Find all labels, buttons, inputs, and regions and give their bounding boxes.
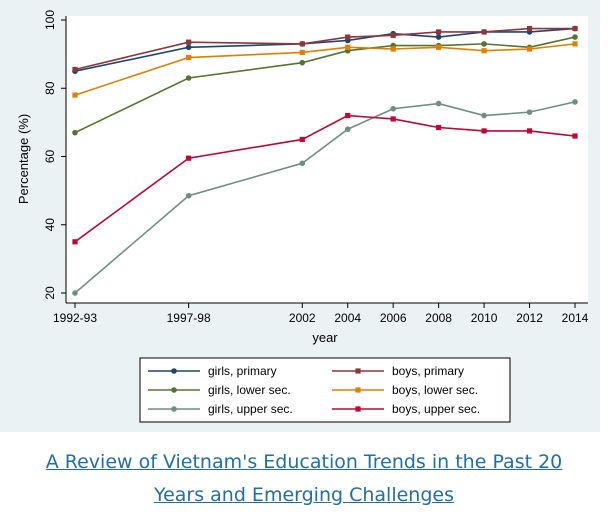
series-point [526,46,533,52]
series-point [572,133,578,139]
series-point [185,192,192,199]
series-point [345,112,351,119]
legend-swatch-marker [355,387,361,393]
series-point [436,124,442,131]
series-point [390,116,396,122]
legend-label: girls, upper sec. [208,402,293,416]
series-point [299,41,305,47]
series-point [186,155,192,161]
x-tick-label: 2002 [289,311,316,325]
x-tick-label: 1997-98 [167,311,211,325]
legend-swatch-marker [171,406,177,412]
series-point [390,32,396,38]
series-point [72,129,78,136]
series-point [481,41,487,47]
legend-label: boys, upper sec. [392,402,480,416]
series-point [435,100,442,107]
y-tick-label: 100 [43,10,57,30]
x-tick-label: 2008 [425,311,452,325]
article-title-link-line1[interactable]: A Review of Vietnam's Education Trends i… [45,451,563,473]
x-tick-label: 2014 [562,311,589,325]
series-point [185,44,192,51]
series-point [572,99,578,105]
x-tick-label: 1992-93 [53,311,97,325]
y-tick-label: 80 [43,81,57,95]
legend-swatch-marker [171,368,177,374]
series-point [299,136,305,143]
article-title-link-line2[interactable]: Years and Emerging Challenges [153,484,454,506]
series-point [344,126,351,132]
series-point [72,92,78,98]
legend-box [139,357,511,423]
series-point [572,25,578,32]
series-point [299,160,306,167]
series-point [435,34,442,40]
series-point [572,41,578,47]
y-axis-label: Percentage (%) [16,114,31,204]
series-point [526,109,533,115]
series-point [481,29,487,35]
series-point [436,29,442,35]
series-point [72,66,78,73]
series-point [572,34,578,40]
x-tick-label: 2006 [380,311,407,325]
y-tick-label: 20 [43,286,57,300]
legend-swatch-marker [171,387,177,393]
legend: girls, primary boys, primary girls, lower … [139,357,511,423]
line-chart: 20 40 60 80 100 1992-93 1997-98 2002 2004 2006 200… [16,10,589,423]
series-point [481,112,487,119]
y-tick-label: 60 [43,150,57,164]
plot-area [66,16,588,303]
series-point [436,44,442,50]
series-point [185,75,192,81]
x-tick-label: 2010 [471,311,498,325]
series-point [390,105,396,112]
legend-label: boys, lower sec. [392,383,478,397]
x-tick-label: 2012 [516,311,543,325]
legend-label: girls, lower sec. [208,383,291,397]
x-axis-label: year [312,330,338,345]
series-point [72,239,78,245]
legend-swatch-marker [355,406,361,412]
series-point [345,44,351,50]
series-point [526,128,533,134]
series-point [345,34,351,40]
series-point [72,290,78,296]
series-point [186,54,192,61]
series-point [481,48,487,54]
legend-label: girls, primary [208,364,277,378]
y-tick-label: 40 [43,218,57,232]
series-point [481,128,487,134]
legend-swatch-marker [355,368,361,374]
series-point [299,59,306,66]
series-point [299,49,305,56]
x-tick-label: 2004 [334,311,361,325]
series-point [186,39,192,45]
series-point [390,46,396,52]
article-link-caption[interactable]: A Review of Vietnam's Education Trends i… [0,446,608,512]
chart-figure: 20 40 60 80 100 1992-93 1997-98 2002 2004 2006 200… [0,0,600,432]
legend-label: boys, primary [392,364,464,378]
series-point [526,25,533,32]
